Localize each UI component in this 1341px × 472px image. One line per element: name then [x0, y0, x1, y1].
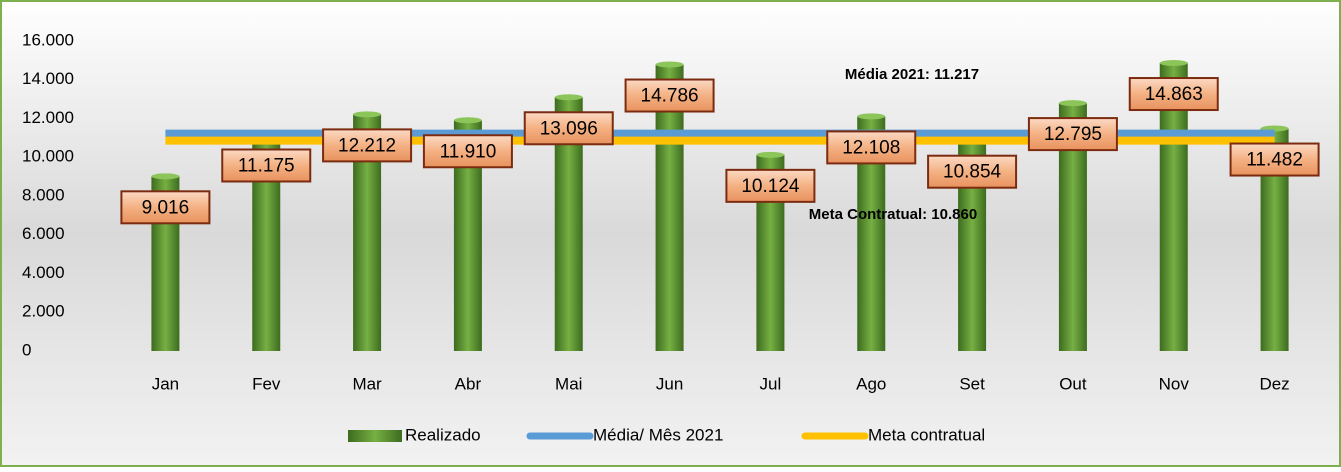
value-label-box: [725, 168, 816, 203]
y-tick-label: 2.000: [22, 302, 65, 321]
bar-top: [655, 61, 684, 68]
value-label-box: [1128, 77, 1219, 112]
value-label-box: [523, 111, 614, 146]
x-tick-label: Nov: [1159, 374, 1190, 393]
value-label: 12.108: [842, 137, 900, 158]
value-label: 12.795: [1044, 124, 1102, 145]
y-tick-label: 6.000: [22, 224, 65, 243]
value-label: 11.482: [1246, 150, 1303, 171]
bar-top: [857, 113, 886, 120]
y-tick-label: 8.000: [22, 185, 65, 204]
bar-top: [1058, 100, 1087, 107]
bar-top: [554, 94, 583, 101]
value-label-box: [826, 130, 917, 165]
value-label-box: [221, 148, 312, 183]
value-label-box: [422, 134, 513, 169]
annotation: Meta Contratual: 10.860: [809, 206, 977, 223]
legend-swatch: [348, 430, 402, 442]
value-label: 12.212: [338, 135, 396, 156]
x-tick-label: Jul: [760, 374, 782, 393]
y-tick-label: 16.000: [22, 30, 74, 49]
bar-top: [756, 151, 785, 158]
value-label: 13.096: [540, 118, 598, 139]
legend-label: Meta contratual: [868, 425, 985, 444]
x-tick-label: Set: [959, 374, 985, 393]
bar-top: [1159, 60, 1188, 67]
value-label-box: [322, 128, 413, 163]
value-label-box: [1229, 142, 1320, 177]
y-tick-label: 4.000: [22, 263, 65, 282]
x-tick-label: Mar: [352, 374, 382, 393]
x-tick-label: Jun: [656, 374, 683, 393]
legend-label: Média/ Mês 2021: [593, 425, 723, 444]
value-label: 14.863: [1145, 84, 1203, 105]
x-tick-label: Abr: [455, 374, 482, 393]
value-label: 10.124: [741, 176, 800, 197]
bar-top: [151, 173, 180, 180]
value-label: 10.854: [943, 162, 1002, 183]
y-tick-label: 12.000: [22, 108, 74, 127]
annotation: Média 2021: 11.217: [845, 66, 979, 83]
legend-label: Realizado: [405, 425, 481, 444]
y-tick-label: 10.000: [22, 147, 74, 166]
y-tick-label: 14.000: [22, 69, 74, 88]
x-tick-label: Dez: [1259, 374, 1289, 393]
value-label-box: [624, 78, 715, 113]
value-label-box: [1027, 117, 1118, 152]
x-tick-label: Ago: [856, 374, 886, 393]
value-label: 9.016: [142, 197, 190, 218]
bar-top: [453, 117, 482, 124]
x-tick-label: Out: [1059, 374, 1087, 393]
x-tick-label: Jan: [152, 374, 179, 393]
bar-top: [353, 111, 382, 118]
value-label-box: [120, 190, 211, 225]
value-label: 14.786: [641, 86, 699, 107]
y-tick-label: 0: [22, 340, 31, 359]
value-label: 11.910: [440, 141, 497, 162]
x-tick-label: Mai: [555, 374, 582, 393]
value-label-box: [927, 154, 1018, 189]
value-label: 11.175: [238, 156, 295, 177]
x-tick-label: Fev: [252, 374, 281, 393]
